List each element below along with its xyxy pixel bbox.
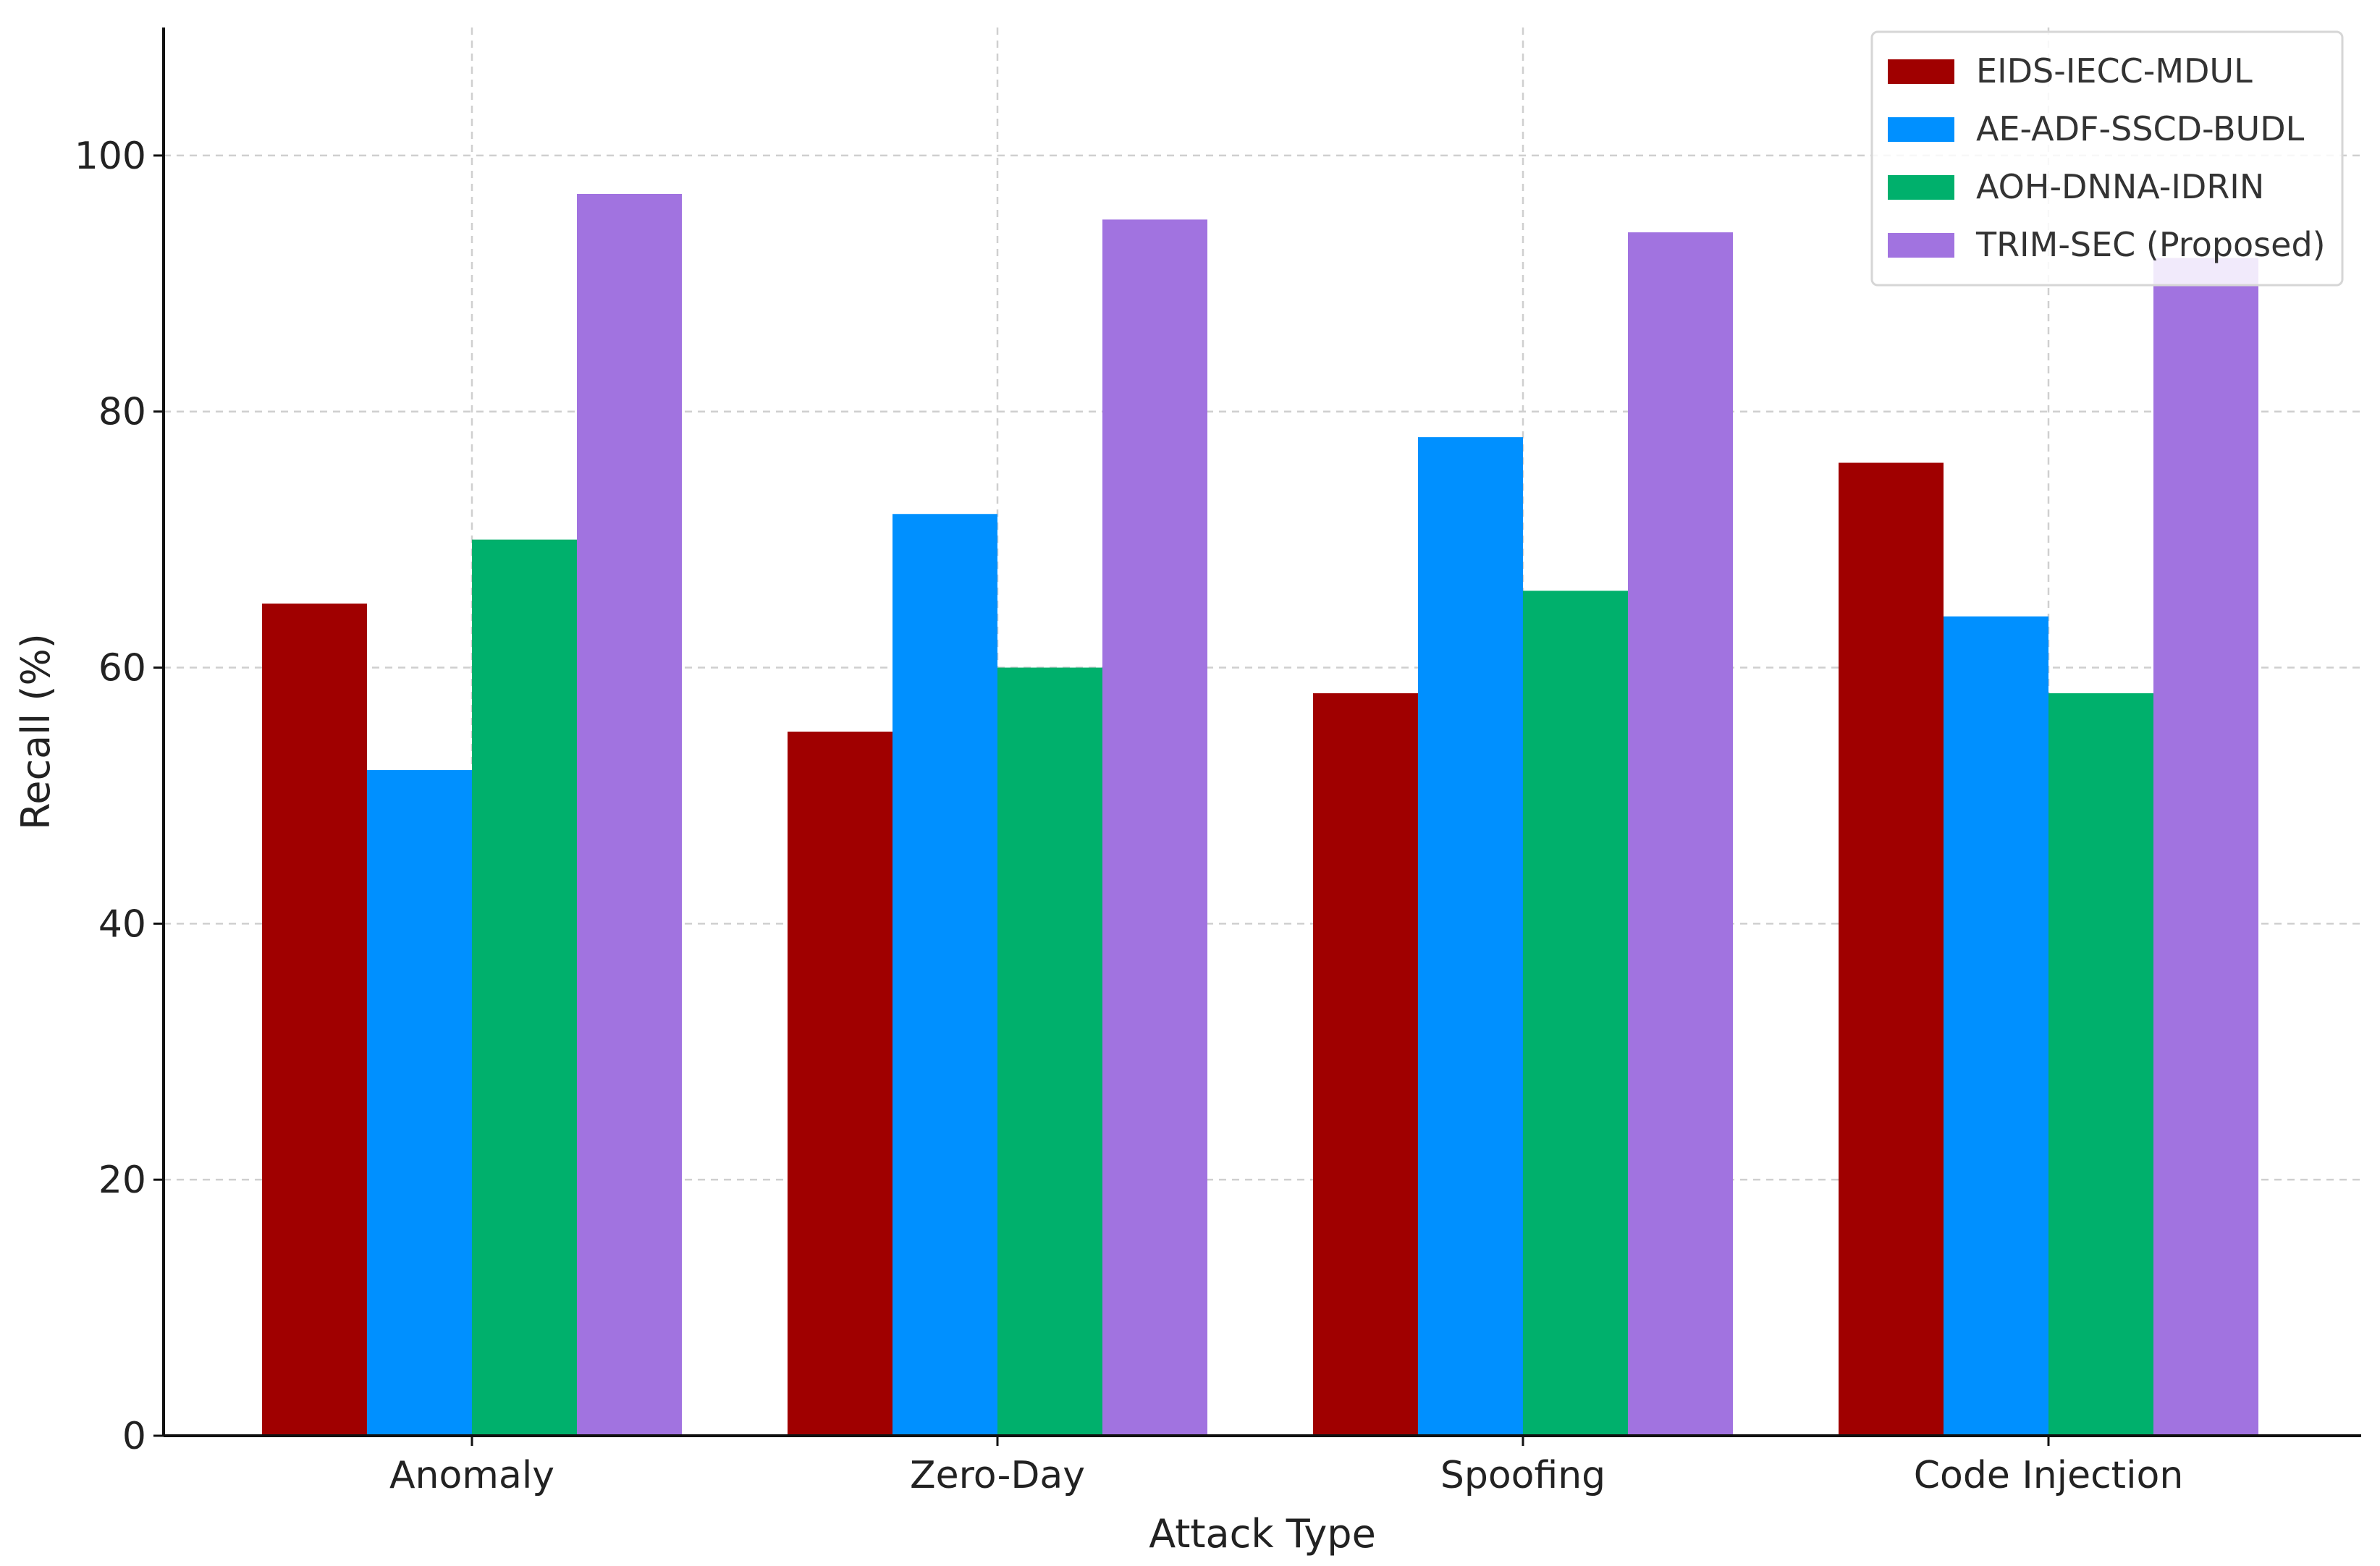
legend-swatch: [1888, 117, 1954, 142]
x-tick-label: Anomaly: [389, 1454, 554, 1497]
bar-aoh-dnna-idrin-spoofing: [1523, 591, 1628, 1436]
bar-ae-adf-sscd-budl-anomaly: [367, 770, 472, 1436]
bar-ae-adf-sscd-budl-zero-day: [892, 514, 997, 1436]
legend-label: TRIM-SEC (Proposed): [1975, 225, 2326, 264]
y-tick-label: 60: [98, 647, 146, 690]
legend-label: EIDS-IECC-MDUL: [1976, 51, 2253, 90]
y-tick-label: 100: [75, 135, 146, 178]
y-tick-label: 20: [98, 1159, 146, 1202]
legend-label: AOH-DNNA-IDRIN: [1976, 167, 2264, 206]
bar-aoh-dnna-idrin-code-injection: [2048, 693, 2153, 1436]
legend-swatch: [1888, 233, 1954, 258]
bar-eids-iecc-mdul-zero-day: [788, 732, 892, 1436]
axes-layer: [162, 27, 2361, 1437]
x-axis-title: Attack Type: [1149, 1511, 1376, 1557]
legend-swatch: [1888, 175, 1954, 200]
y-axis-title: Recall (%): [13, 633, 59, 830]
x-tick-label: Spoofing: [1440, 1454, 1605, 1497]
legend-frame: [1870, 30, 2344, 287]
y-tick-label: 80: [98, 391, 146, 434]
bar-trim-sec-proposed-spoofing: [1628, 232, 1733, 1436]
x-tick-label: Zero-Day: [910, 1454, 1085, 1497]
legend: EIDS-IECC-MDUL AE-ADF-SSCD-BUDL AOH-DNNA-I…: [1870, 30, 2344, 287]
bar-aoh-dnna-idrin-zero-day: [997, 667, 1102, 1436]
bar-eids-iecc-mdul-anomaly: [262, 604, 367, 1436]
bar-eids-iecc-mdul-spoofing: [1313, 693, 1418, 1436]
y-tick-label: 40: [98, 902, 146, 946]
bar-trim-sec-proposed-zero-day: [1102, 219, 1207, 1436]
bar-trim-sec-proposed-code-injection: [2153, 258, 2258, 1436]
bar-trim-sec-proposed-anomaly: [577, 193, 682, 1436]
legend-label: AE-ADF-SSCD-BUDL: [1976, 109, 2305, 148]
ticks-layer: 0 20 40 60 80 100 Anomaly Zero-Day Spoofing Code …: [75, 135, 2184, 1497]
legend-swatch: [1888, 59, 1954, 84]
bar-eids-iecc-mdul-code-injection: [1839, 462, 1944, 1436]
bars-layer: [262, 193, 2258, 1436]
bar-ae-adf-sscd-budl-code-injection: [1944, 616, 2048, 1436]
bar-aoh-dnna-idrin-anomaly: [472, 539, 577, 1436]
y-tick-label: 0: [122, 1415, 146, 1458]
bar-ae-adf-sscd-budl-spoofing: [1418, 437, 1523, 1436]
x-tick-label: Code Injection: [1914, 1454, 2184, 1497]
